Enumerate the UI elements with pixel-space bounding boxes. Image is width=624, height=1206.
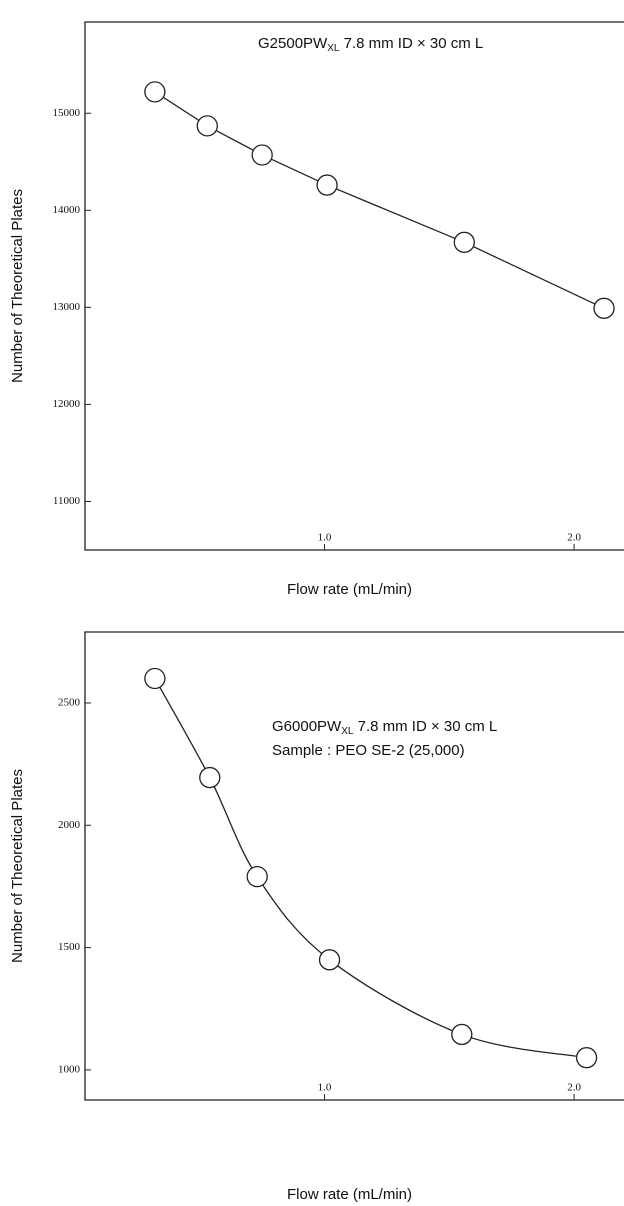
x-tick-label: 2.0 xyxy=(567,1082,581,1094)
x-tick-label: 2.0 xyxy=(567,532,581,544)
y-tick-label: 14000 xyxy=(53,204,81,216)
data-point xyxy=(316,174,338,196)
annotation-main: Sample : PEO SE-2 (25,000) xyxy=(272,742,465,759)
y-tick-label: 13000 xyxy=(53,301,81,313)
data-line xyxy=(154,678,587,1059)
y-tick-label: 15000 xyxy=(53,107,81,119)
annotation-subscript: XL xyxy=(341,726,354,737)
y-axis-label: Number of Theoretical Plates xyxy=(9,769,26,963)
y-tick-label: 2000 xyxy=(58,819,81,831)
data-point xyxy=(144,667,166,690)
annotation-subscript: XL xyxy=(327,43,340,54)
annotation: G2500PWXL 7.8 mm ID × 30 cm L xyxy=(258,35,483,54)
x-axis-label: Flow rate (mL/min) xyxy=(287,581,412,598)
annotation-main: G6000PW xyxy=(272,718,342,735)
data-point xyxy=(453,231,475,253)
y-tick-label: 12000 xyxy=(53,398,81,410)
data-point xyxy=(144,81,166,103)
annotation-rest: 7.8 mm ID × 30 cm L xyxy=(339,35,483,52)
data-line xyxy=(154,91,605,309)
y-tick-label: 1500 xyxy=(58,941,81,953)
chart: 11000 12000 13000 14000 15000 1.0 2.0 Flow rate… xyxy=(9,21,624,598)
y-axis-label: Number of Theoretical Plates xyxy=(9,189,26,383)
annotation: Sample : PEO SE-2 (25,000) xyxy=(272,742,465,759)
data-point xyxy=(199,766,221,789)
y-tick-label: 2500 xyxy=(58,696,81,708)
annotation-rest: 7.8 mm ID × 30 cm L xyxy=(353,718,497,735)
annotation-main: G2500PW xyxy=(258,35,328,52)
x-tick-label: 1.0 xyxy=(318,532,332,544)
annotation: G6000PWXL 7.8 mm ID × 30 cm L xyxy=(272,718,497,737)
chart: 1000 1500 2000 2500 1.0 2.0 Flow rate (mL/min)… xyxy=(9,631,624,1203)
y-tick-label: 11000 xyxy=(53,495,81,507)
data-point xyxy=(575,1047,598,1069)
y-tick-label: 1000 xyxy=(58,1063,81,1075)
data-point xyxy=(593,297,615,319)
data-point xyxy=(251,144,273,166)
plot-frame xyxy=(84,21,624,551)
data-point xyxy=(318,949,341,971)
data-point xyxy=(196,115,218,137)
data-point xyxy=(451,1023,473,1046)
x-tick-label: 1.0 xyxy=(318,1082,332,1094)
plot-frame xyxy=(84,631,624,1101)
data-point xyxy=(246,865,268,888)
x-axis-label: Flow rate (mL/min) xyxy=(287,1186,412,1203)
